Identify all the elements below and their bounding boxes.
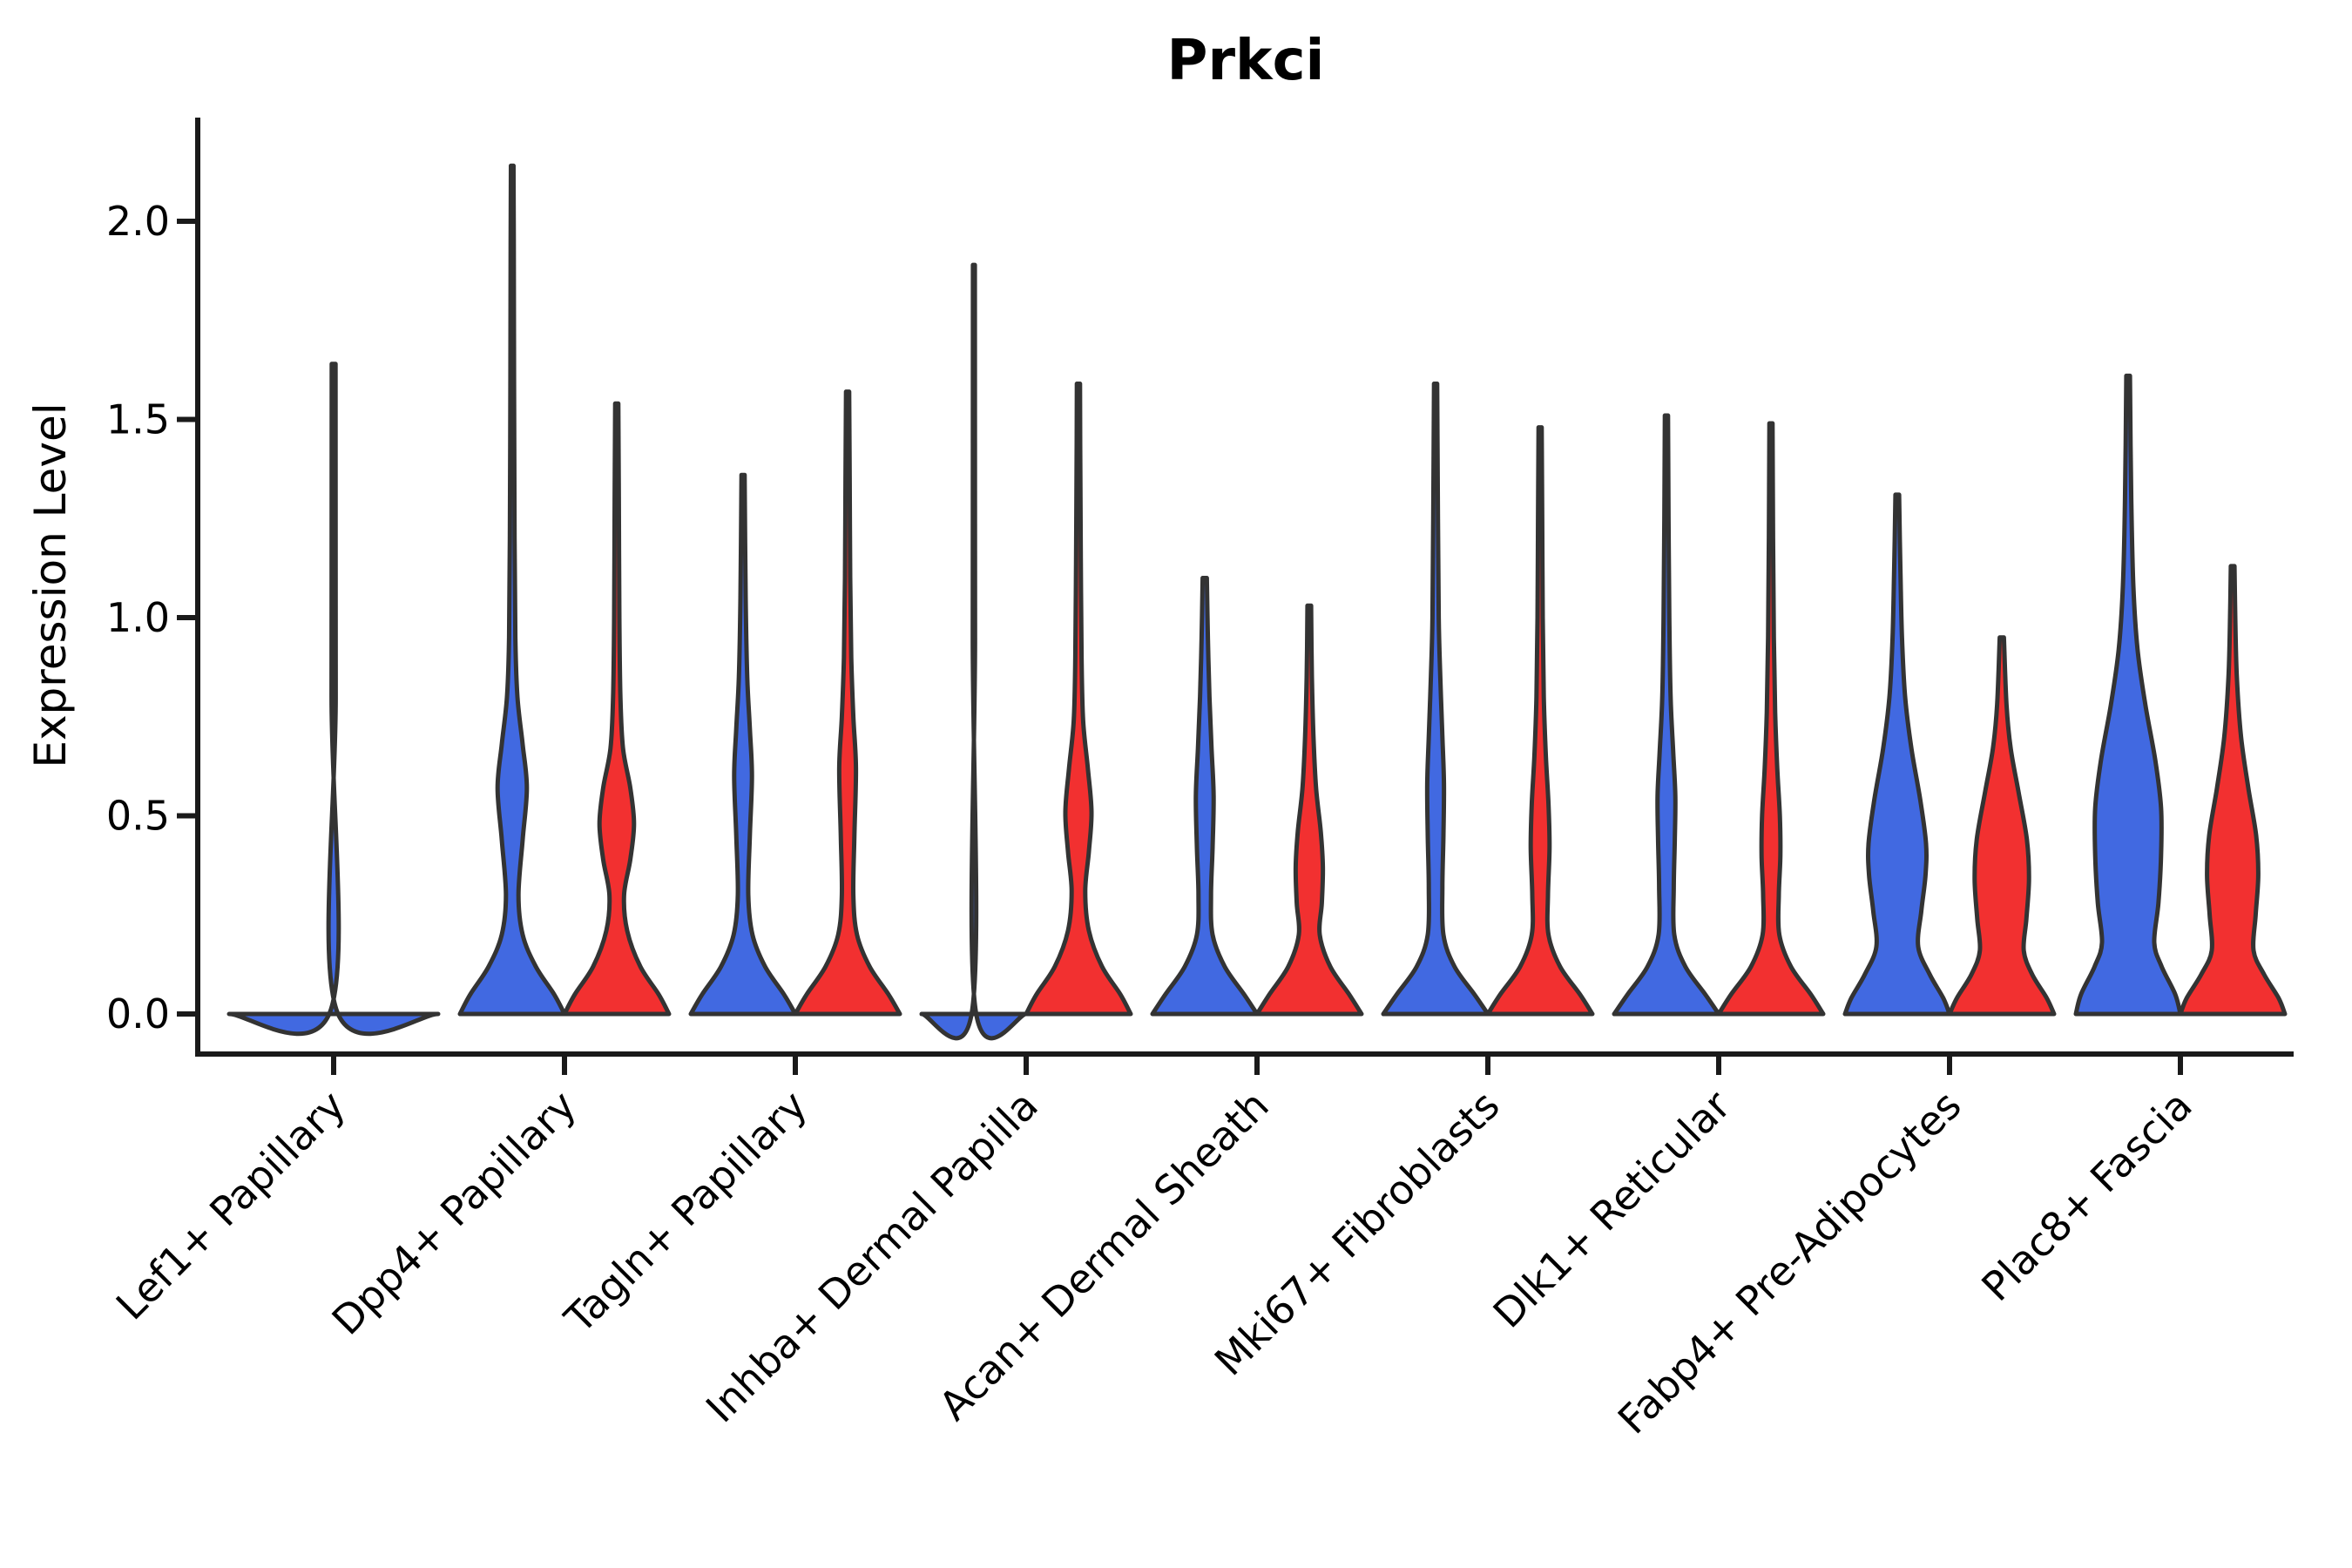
violin-group5-red bbox=[1254, 603, 1364, 1017]
violin-group7-blue bbox=[1612, 413, 1721, 1017]
violin-group6-red bbox=[1485, 425, 1595, 1017]
x-category-label: Lef1+ Papillary bbox=[107, 1082, 355, 1329]
y-tick-label: 1.0 bbox=[106, 594, 170, 641]
violin-group3-blue bbox=[688, 472, 798, 1017]
violin-group8-blue bbox=[1842, 492, 1952, 1017]
violin-group2-red bbox=[562, 401, 672, 1017]
violin-group9-blue bbox=[2073, 373, 2183, 1017]
y-axis-label: Expression Level bbox=[25, 402, 76, 768]
y-tick-label: 0.0 bbox=[106, 990, 170, 1037]
violin-group9-red bbox=[2178, 564, 2288, 1017]
violin-group2-blue bbox=[457, 163, 567, 1017]
violin-group3-red bbox=[793, 389, 902, 1017]
x-category-label: Dpp4+ Papillary bbox=[323, 1082, 585, 1344]
page-title: Prkci bbox=[1166, 29, 1325, 93]
y-tick-label: 2.0 bbox=[106, 198, 170, 245]
x-category-label: Dlk1+ Reticular bbox=[1484, 1082, 1740, 1337]
violin-group1-blue bbox=[226, 362, 441, 1037]
violin-group4-red bbox=[1024, 382, 1133, 1017]
violin-group8-red bbox=[1947, 635, 2057, 1017]
y-tick-label: 1.5 bbox=[106, 396, 170, 443]
y-tick-label: 0.5 bbox=[106, 793, 170, 840]
x-category-label: Plac8+ Fascia bbox=[1972, 1082, 2200, 1310]
violin-group6-blue bbox=[1381, 382, 1490, 1017]
violin-group7-red bbox=[1716, 421, 1826, 1017]
violin-group5-blue bbox=[1150, 576, 1260, 1017]
x-category-label: Tagln+ Papillary bbox=[555, 1082, 816, 1343]
violin-group4-blue bbox=[919, 262, 1029, 1041]
